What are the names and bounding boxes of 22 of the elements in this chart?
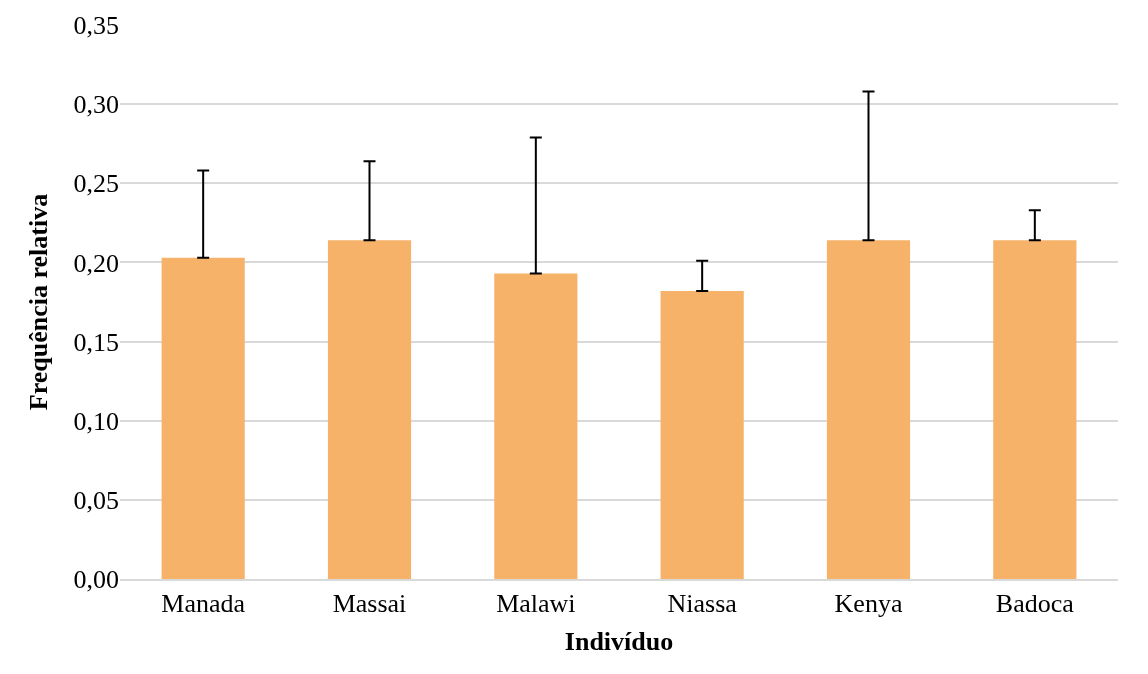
- bar: [327, 240, 412, 579]
- x-tick-label: Badoca: [995, 588, 1075, 618]
- y-tick-label: 0,35: [73, 11, 119, 41]
- bar: [161, 257, 245, 579]
- bar: [494, 273, 578, 579]
- bar: [660, 290, 744, 579]
- x-tick-label: Manada: [161, 588, 246, 618]
- bar: [826, 240, 911, 579]
- x-tick-label: Kenya: [834, 588, 903, 618]
- y-axis-title: Frequência relativa: [23, 193, 53, 411]
- y-tick-label: 0,15: [73, 327, 119, 357]
- y-tick-label: 0,30: [73, 90, 119, 120]
- y-tick-label: 0,20: [73, 248, 119, 278]
- x-tick-label: Malawi: [496, 588, 576, 618]
- y-tick-label: 0,25: [73, 169, 119, 199]
- y-tick-label: 0,05: [73, 485, 119, 515]
- x-tick-label: Massai: [332, 588, 407, 618]
- x-tick-label: Niassa: [667, 588, 738, 618]
- y-tick-label: 0,10: [73, 406, 119, 436]
- y-tick-label: 0,00: [73, 565, 119, 595]
- x-axis-title: Indivíduo: [564, 627, 674, 657]
- bar: [993, 240, 1077, 579]
